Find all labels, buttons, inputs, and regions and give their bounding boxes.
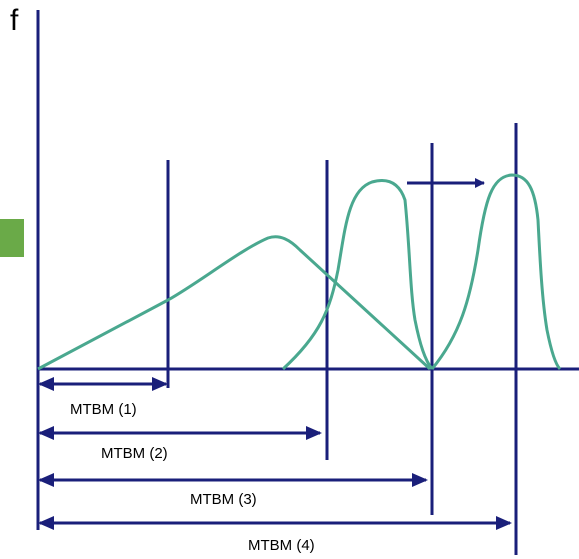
- mtbm-label-4: MTBM (4): [248, 537, 315, 554]
- narrow-distribution-curve-1: [281, 179, 434, 371]
- mtbm-arrow-1: [38, 377, 168, 391]
- narrow-distribution-curve-2: [430, 173, 562, 371]
- mtbm-label-1: MTBM (1): [70, 401, 137, 418]
- mtbm-arrow-2: [38, 426, 322, 440]
- green-marker: [0, 219, 24, 257]
- mtbm-arrow-3: [38, 473, 428, 487]
- mtbm-label-3: MTBM (3): [190, 491, 257, 508]
- wide-distribution-curve: [37, 235, 432, 371]
- y-axis-label: f: [10, 4, 19, 37]
- mtbm-arrow-4: [38, 516, 512, 530]
- mtbm-label-2: MTBM (2): [101, 445, 168, 462]
